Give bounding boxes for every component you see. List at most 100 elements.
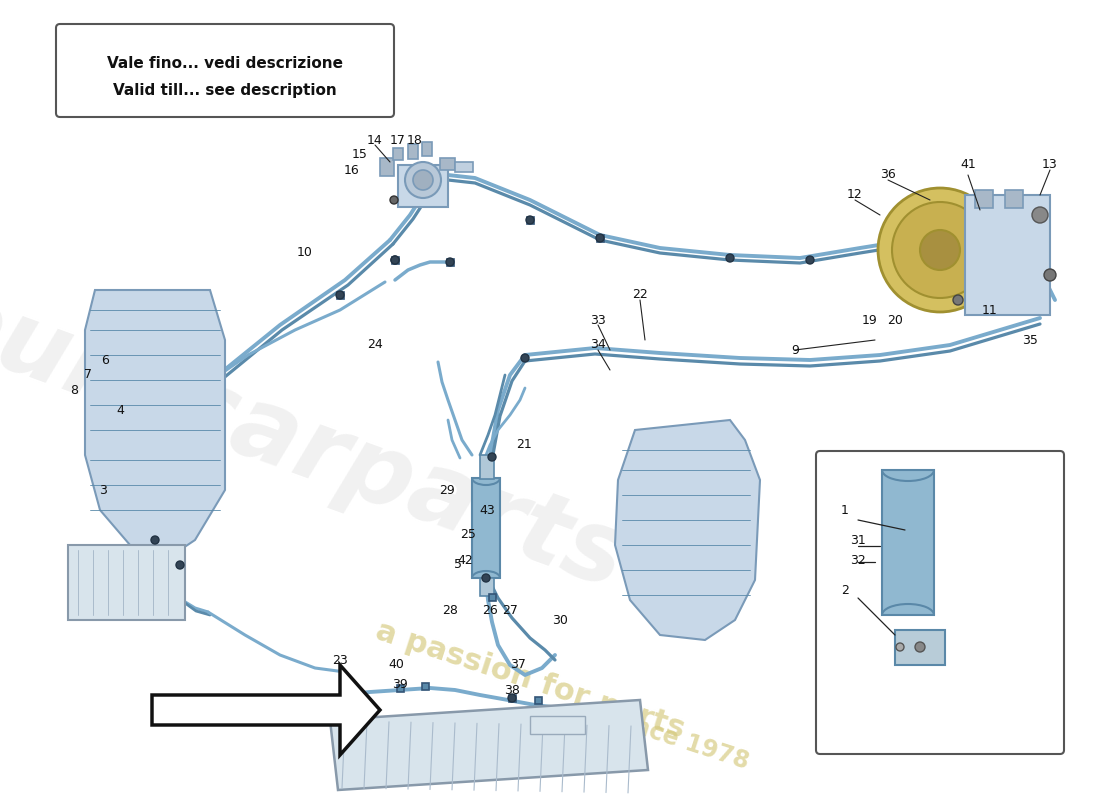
Text: 7: 7	[84, 369, 92, 382]
Text: 30: 30	[552, 614, 568, 626]
Text: 1: 1	[842, 503, 849, 517]
Circle shape	[336, 291, 344, 299]
Bar	[392, 257, 398, 263]
Text: 19: 19	[862, 314, 878, 326]
Text: 11: 11	[982, 303, 998, 317]
Text: 36: 36	[880, 169, 895, 182]
Bar	[508, 694, 516, 702]
Text: 9: 9	[791, 343, 799, 357]
Text: 2: 2	[842, 583, 849, 597]
Text: 28: 28	[442, 603, 458, 617]
Bar	[480, 578, 494, 596]
Circle shape	[596, 234, 604, 242]
Text: since 1978: since 1978	[608, 706, 751, 774]
Text: 26: 26	[482, 603, 498, 617]
Circle shape	[920, 230, 960, 270]
Text: 23: 23	[332, 654, 348, 666]
Bar	[965, 195, 1050, 315]
Text: 4: 4	[117, 403, 124, 417]
Bar	[895, 630, 945, 665]
Circle shape	[176, 561, 184, 569]
Text: 24: 24	[367, 338, 383, 351]
Text: 10: 10	[297, 246, 312, 258]
Circle shape	[892, 202, 988, 298]
Text: Vale fino... vedi descrizione: Vale fino... vedi descrizione	[107, 55, 343, 70]
Circle shape	[806, 256, 814, 264]
Polygon shape	[152, 665, 380, 755]
Circle shape	[953, 295, 962, 305]
Text: Valid till... see description: Valid till... see description	[113, 82, 337, 98]
Bar	[393, 148, 403, 160]
Text: 8: 8	[70, 383, 78, 397]
Circle shape	[405, 162, 441, 198]
Circle shape	[508, 694, 516, 702]
Circle shape	[915, 642, 925, 652]
Circle shape	[390, 256, 399, 264]
Text: 25: 25	[460, 529, 476, 542]
Bar	[337, 291, 343, 298]
Circle shape	[151, 536, 160, 544]
Bar	[975, 190, 993, 208]
Bar	[882, 470, 934, 615]
Circle shape	[390, 196, 398, 204]
Text: 27: 27	[502, 603, 518, 617]
Circle shape	[726, 254, 734, 262]
Text: 22: 22	[632, 289, 648, 302]
Text: 34: 34	[590, 338, 606, 351]
Bar	[488, 594, 495, 601]
Text: 35: 35	[1022, 334, 1038, 346]
Text: 31: 31	[850, 534, 866, 546]
Text: 18: 18	[407, 134, 422, 146]
Bar	[480, 455, 494, 479]
Text: 14: 14	[367, 134, 383, 146]
Text: 41: 41	[960, 158, 976, 171]
Circle shape	[896, 643, 904, 651]
Text: 3: 3	[99, 483, 107, 497]
Circle shape	[521, 354, 529, 362]
Text: 21: 21	[516, 438, 532, 451]
Bar	[1005, 190, 1023, 208]
Text: 15: 15	[352, 149, 367, 162]
Bar	[455, 162, 473, 172]
Bar	[472, 478, 500, 578]
Circle shape	[1032, 207, 1048, 223]
Text: 13: 13	[1042, 158, 1058, 171]
Circle shape	[1044, 269, 1056, 281]
Text: 32: 32	[850, 554, 866, 566]
Text: 29: 29	[439, 483, 455, 497]
Text: 20: 20	[887, 314, 903, 326]
Text: 33: 33	[590, 314, 606, 326]
Bar	[530, 716, 585, 734]
Text: 12: 12	[847, 189, 862, 202]
Bar	[422, 142, 432, 156]
Polygon shape	[615, 420, 760, 640]
Circle shape	[488, 453, 496, 461]
Text: 17: 17	[390, 134, 406, 146]
Bar	[421, 682, 429, 690]
FancyBboxPatch shape	[56, 24, 394, 117]
Bar	[396, 685, 404, 691]
Bar	[440, 158, 455, 170]
Text: 6: 6	[101, 354, 109, 366]
Bar	[535, 697, 541, 703]
Text: a passion for parts: a passion for parts	[372, 616, 689, 744]
Text: 42: 42	[458, 554, 473, 566]
Text: 40: 40	[388, 658, 404, 671]
Text: 37: 37	[510, 658, 526, 671]
Circle shape	[412, 170, 433, 190]
Bar	[398, 165, 448, 207]
Polygon shape	[85, 290, 226, 560]
Circle shape	[482, 574, 490, 582]
Text: 43: 43	[480, 503, 495, 517]
Bar	[379, 158, 394, 176]
Text: eurocarparts: eurocarparts	[0, 270, 639, 610]
Bar	[408, 144, 418, 159]
Circle shape	[526, 216, 534, 224]
Bar	[596, 234, 604, 242]
Text: 38: 38	[504, 683, 520, 697]
Bar	[527, 217, 534, 223]
Polygon shape	[68, 545, 185, 620]
FancyBboxPatch shape	[816, 451, 1064, 754]
Text: 39: 39	[392, 678, 408, 691]
Circle shape	[390, 256, 399, 264]
